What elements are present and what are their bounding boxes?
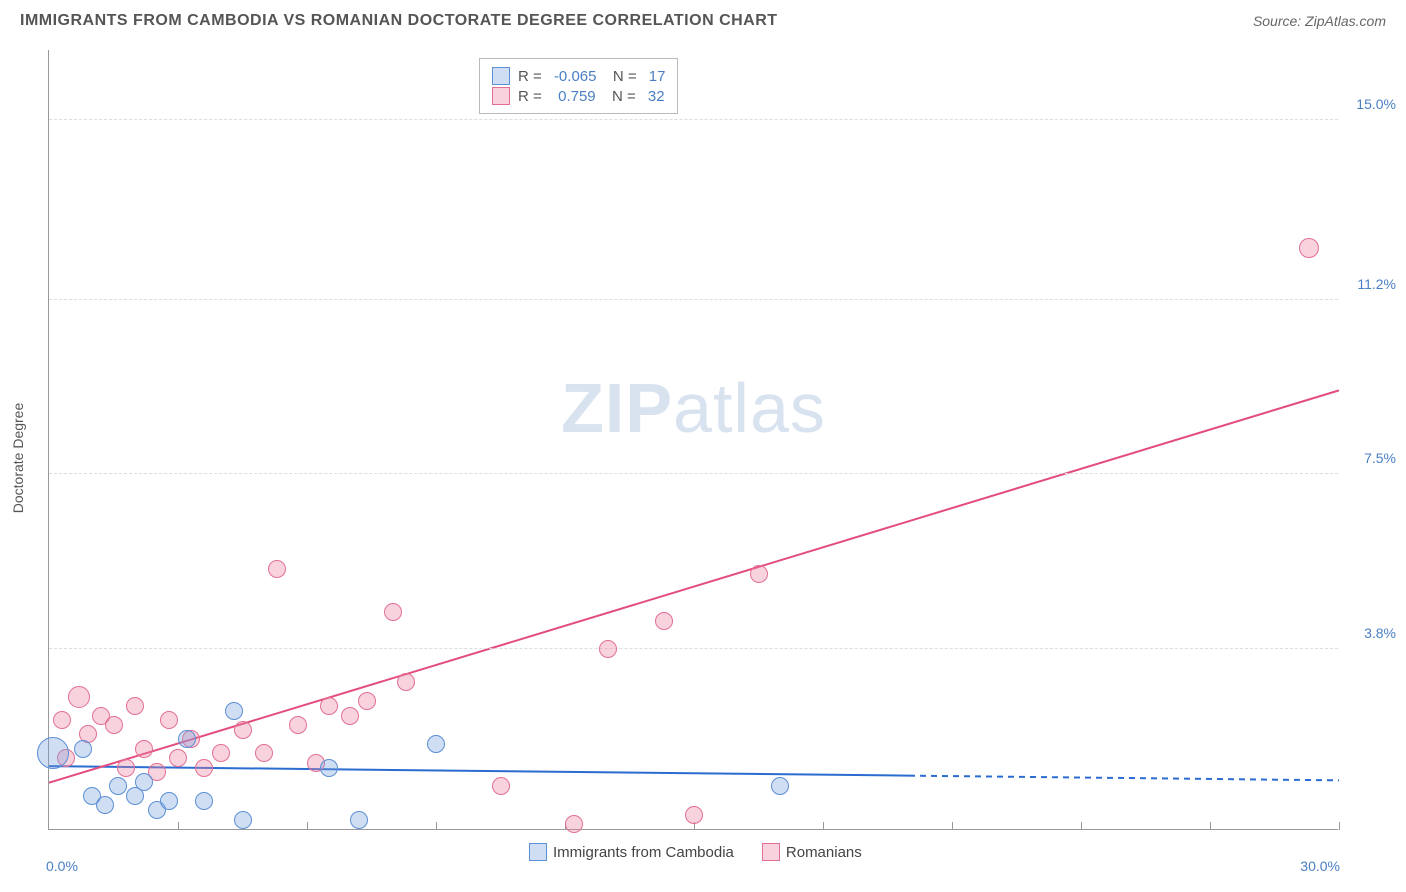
gridline <box>49 119 1338 120</box>
data-point <box>492 777 510 795</box>
correlation-legend: R = -0.065 N = 17 R = 0.759 N = 32 <box>479 58 678 114</box>
y-axis-label: Doctorate Degree <box>10 403 26 514</box>
chart-area: Doctorate Degree ZIPatlas R = -0.065 N =… <box>48 50 1388 850</box>
data-point <box>268 560 286 578</box>
x-end-label: 30.0% <box>1300 858 1340 874</box>
x-tick <box>823 822 824 830</box>
y-tick-label: 11.2% <box>1357 276 1396 292</box>
data-point <box>109 777 127 795</box>
data-point <box>320 697 338 715</box>
data-point <box>1299 238 1319 258</box>
x-tick <box>436 822 437 830</box>
watermark: ZIPatlas <box>561 368 826 448</box>
data-point <box>565 815 583 833</box>
y-tick-label: 3.8% <box>1364 625 1396 641</box>
data-point <box>37 737 69 769</box>
data-point <box>397 673 415 691</box>
data-point <box>655 612 673 630</box>
data-point <box>234 721 252 739</box>
data-point <box>289 716 307 734</box>
data-point <box>169 749 187 767</box>
data-point <box>160 792 178 810</box>
data-point <box>105 716 123 734</box>
data-point <box>320 759 338 777</box>
data-point <box>160 711 178 729</box>
data-point <box>96 796 114 814</box>
x-tick <box>1081 822 1082 830</box>
gridline <box>49 299 1338 300</box>
x-tick <box>1339 822 1340 830</box>
y-tick-label: 7.5% <box>1364 450 1396 466</box>
source-label: Source: ZipAtlas.com <box>1253 13 1386 29</box>
swatch-pink-icon <box>762 843 780 861</box>
x-tick <box>952 822 953 830</box>
legend-row-blue: R = -0.065 N = 17 <box>492 67 665 85</box>
swatch-blue <box>492 67 510 85</box>
data-point <box>117 759 135 777</box>
data-point <box>126 697 144 715</box>
chart-title: IMMIGRANTS FROM CAMBODIA VS ROMANIAN DOC… <box>20 12 778 30</box>
data-point <box>234 811 252 829</box>
data-point <box>225 702 243 720</box>
legend-item-pink: Romanians <box>762 843 862 861</box>
data-point <box>685 806 703 824</box>
gridline <box>49 648 1338 649</box>
data-point <box>350 811 368 829</box>
data-point <box>384 603 402 621</box>
data-point <box>255 744 273 762</box>
data-point <box>53 711 71 729</box>
data-point <box>771 777 789 795</box>
data-point <box>195 792 213 810</box>
legend-row-pink: R = 0.759 N = 32 <box>492 87 665 105</box>
data-point <box>74 740 92 758</box>
data-point <box>427 735 445 753</box>
header: IMMIGRANTS FROM CAMBODIA VS ROMANIAN DOC… <box>0 0 1406 38</box>
x-tick <box>1210 822 1211 830</box>
data-point <box>750 565 768 583</box>
gridline <box>49 473 1338 474</box>
series-legend: Immigrants from Cambodia Romanians <box>529 843 862 861</box>
x-tick <box>178 822 179 830</box>
data-point <box>358 692 376 710</box>
y-tick-label: 15.0% <box>1356 96 1396 112</box>
data-point <box>178 730 196 748</box>
x-start-label: 0.0% <box>46 858 78 874</box>
swatch-blue-icon <box>529 843 547 861</box>
data-point <box>599 640 617 658</box>
data-point <box>68 686 90 708</box>
plot-region: ZIPatlas R = -0.065 N = 17 R = 0.759 N =… <box>48 50 1338 830</box>
legend-item-blue: Immigrants from Cambodia <box>529 843 734 861</box>
data-point <box>135 773 153 791</box>
swatch-pink <box>492 87 510 105</box>
data-point <box>212 744 230 762</box>
data-point <box>195 759 213 777</box>
x-tick <box>307 822 308 830</box>
data-point <box>135 740 153 758</box>
data-point <box>341 707 359 725</box>
